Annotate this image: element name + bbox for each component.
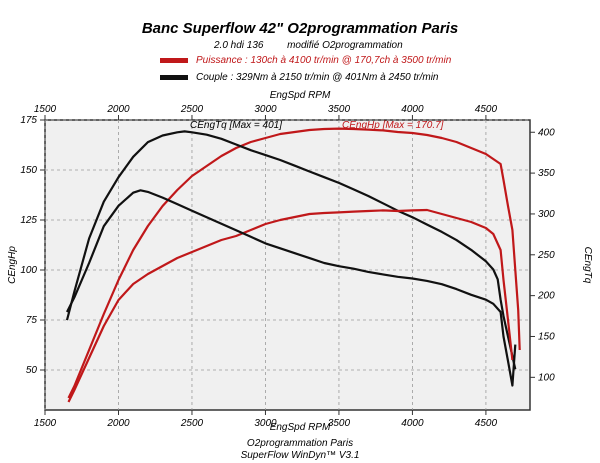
tick-label-y-right: 400 <box>538 127 555 138</box>
series-line-1 <box>67 127 521 399</box>
tick-label-y-left: 50 <box>26 365 38 376</box>
tick-label-y-right: 250 <box>537 250 555 261</box>
footer-line1: O2programmation Paris <box>246 438 354 449</box>
tick-label-x-top: 4500 <box>475 104 498 115</box>
tick-label-y-right: 350 <box>538 168 555 179</box>
tick-label-x-bottom: 2500 <box>180 418 204 429</box>
tick-label-y-left: 150 <box>20 165 37 176</box>
tick-label-x-bottom: 3000 <box>254 418 277 429</box>
tick-label-y-left: 75 <box>26 315 38 326</box>
y-axis-label-left: CEngHp <box>7 246 18 284</box>
y-axis-label-right: CEngTq <box>582 247 593 284</box>
tick-label-x-top: 2500 <box>180 104 204 115</box>
chart-subtitle: 2.0 hdi 136 modifié O2programmation <box>214 40 403 51</box>
tick-label-x-top: 3000 <box>254 104 277 115</box>
series-line-2 <box>65 130 517 370</box>
annotation-power-max: CEngHp [Max = 170.7] <box>342 120 444 131</box>
subtitle-engine: 2.0 hdi 136 <box>214 40 264 51</box>
tick-label-y-left: 100 <box>20 265 37 276</box>
legend-torque-swatch <box>160 74 188 80</box>
footer-line2: SuperFlow WinDyn™ V3.1 <box>240 450 360 461</box>
tick-label-x-bottom: 2000 <box>106 418 130 429</box>
tick-label-x-bottom: 4000 <box>401 418 424 429</box>
tick-label-y-right: 100 <box>538 372 555 383</box>
series-line-3 <box>67 208 514 403</box>
tick-label-x-bottom: 3500 <box>328 418 351 429</box>
ticks <box>40 115 535 415</box>
tick-label-x-top: 4000 <box>401 104 424 115</box>
tick-label-x-bottom: 1500 <box>34 418 57 429</box>
legend-power-label: Puissance : 130ch à 4100 tr/min @ 170,7c… <box>196 55 452 66</box>
annotation-torque-max: CEngTq [Max = 401] <box>190 120 282 131</box>
tick-label-y-left: 125 <box>20 215 37 226</box>
tick-label-y-right: 200 <box>537 291 555 302</box>
tick-label-y-left: 175 <box>20 115 37 126</box>
tick-label-x-top: 2000 <box>106 104 130 115</box>
tick-label-y-right: 300 <box>538 209 555 220</box>
series-line-4 <box>66 189 517 387</box>
axis-labels: 1500 1500 2000 2000 2500 2500 3000 3000 3500 3500… <box>7 90 593 433</box>
series-lines <box>65 127 521 403</box>
legend-torque-label: Couple : 329Nm à 2150 tr/min @ 401Nm à 2… <box>196 72 439 83</box>
x-axis-label-top: EngSpd RPM <box>270 90 331 101</box>
tick-label-y-right: 150 <box>538 331 555 342</box>
tick-label-x-top: 3500 <box>328 104 351 115</box>
legend-power-swatch <box>160 57 188 63</box>
subtitle-note: modifié O2programmation <box>287 40 403 51</box>
chart-title: Banc Superflow 42" O2programmation Paris <box>141 20 459 37</box>
legend-torque: Couple : 329Nm à 2150 tr/min @ 401Nm à 2… <box>160 72 439 83</box>
grid <box>44 119 530 410</box>
tick-label-x-top: 1500 <box>34 104 57 115</box>
tick-label-x-bottom: 4500 <box>475 418 498 429</box>
x-axis-label-bottom: EngSpd RPM <box>270 422 331 433</box>
legend-power: Puissance : 130ch à 4100 tr/min @ 170,7c… <box>160 55 451 66</box>
